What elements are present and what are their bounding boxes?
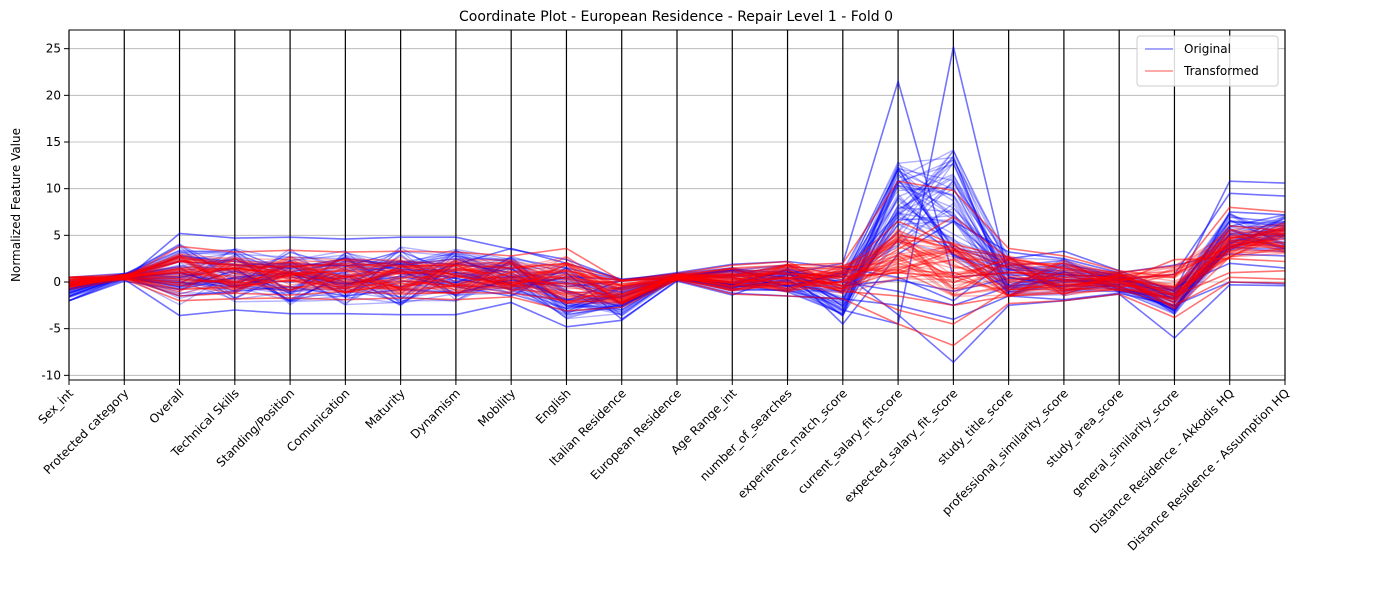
- y-tick-label: 5: [53, 228, 61, 242]
- legend-box: [1136, 35, 1279, 87]
- series-transformed: [68, 180, 1286, 347]
- series-line: [68, 180, 1286, 282]
- y-ticks: -10 -5 0 5 10 15 20 25: [41, 42, 69, 382]
- y-tick-label: 25: [46, 42, 61, 56]
- series-line: [68, 257, 1286, 325]
- series-line: [68, 234, 1286, 305]
- y-tick-label: 15: [46, 135, 61, 149]
- series-line: [68, 220, 1286, 326]
- y-tick-label: 20: [46, 88, 61, 102]
- y-tick-label: 0: [53, 275, 61, 289]
- y-tick-label: -10: [41, 368, 61, 382]
- series-line: [68, 225, 1286, 288]
- legend-label: Transformed: [1183, 64, 1259, 78]
- series-line: [68, 180, 1286, 302]
- chart-title: Coordinate Plot - European Residence - R…: [459, 9, 893, 25]
- y-axis-label: Normalized Feature Value: [9, 128, 23, 282]
- legend: Original Transformed: [1136, 35, 1279, 87]
- series-line: [68, 278, 1286, 347]
- legend-label: Original: [1184, 42, 1231, 56]
- series-line: [68, 215, 1286, 297]
- series-line: [69, 220, 1286, 291]
- y-tick-label: 10: [46, 182, 61, 196]
- series-line: [68, 273, 1286, 307]
- data-lines: [68, 46, 1286, 364]
- y-tick-label: -5: [49, 322, 61, 336]
